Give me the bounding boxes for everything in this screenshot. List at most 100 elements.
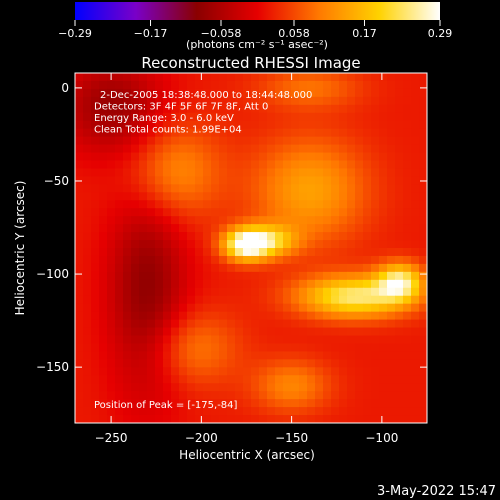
heatmap-cell (339, 359, 348, 368)
heatmap-cell (355, 208, 364, 217)
heatmap-cell (107, 104, 116, 114)
heatmap-cell (259, 287, 268, 297)
heatmap-cell (355, 359, 364, 368)
heatmap-cell (379, 200, 388, 209)
heatmap-cell (387, 80, 396, 90)
heatmap-cell (267, 104, 276, 114)
heatmap-cell (331, 351, 340, 360)
heatmap-cell (179, 335, 188, 345)
heatmap-cell (259, 359, 268, 368)
heatmap-cell (227, 144, 236, 154)
heatmap-cell (107, 271, 116, 281)
heatmap-cell (227, 359, 236, 368)
heatmap-cell (259, 200, 268, 209)
heatmap-cell (355, 295, 364, 305)
heatmap-cell (259, 319, 268, 329)
heatmap-cell (275, 200, 284, 209)
heatmap-cell (299, 327, 308, 337)
heatmap-cell (395, 271, 404, 281)
heatmap-cell (163, 88, 172, 98)
heatmap-cell (75, 407, 84, 416)
heatmap-cell (307, 216, 316, 225)
heatmap-cell (83, 208, 92, 217)
heatmap-cell (99, 343, 108, 352)
heatmap-cell (187, 263, 196, 273)
heatmap-cell (75, 399, 84, 408)
heatmap-cell (347, 327, 356, 337)
heatmap-cell (307, 120, 316, 130)
heatmap-cell (139, 383, 148, 392)
heatmap-cell (259, 263, 268, 273)
heatmap-cell (331, 128, 340, 138)
heatmap-cell (83, 407, 92, 416)
heatmap-cell (187, 271, 196, 281)
heatmap-cell (275, 287, 284, 297)
heatmap-cell (299, 112, 308, 122)
heatmap-cell (211, 375, 220, 384)
heatmap-cell (323, 136, 332, 146)
heatmap-cell (323, 128, 332, 138)
heatmap-cell (379, 255, 388, 265)
heatmap-cell (307, 208, 316, 217)
heatmap-cell (107, 263, 116, 273)
heatmap-cell (419, 319, 427, 329)
heatmap-cell (227, 136, 236, 146)
heatmap-cell (403, 335, 412, 345)
heatmap-cell (323, 327, 332, 337)
y-tick-label: −150 (36, 360, 69, 374)
heatmap-cell (363, 248, 372, 257)
heatmap-cell (275, 208, 284, 217)
heatmap-cell (91, 367, 100, 376)
heatmap-cell (267, 367, 276, 376)
heatmap-cell (211, 80, 220, 90)
colorbar-ticks: −0.29 −0.17 −0.058 0.058 0.17 0.29 (58, 20, 452, 40)
heatmap-cell (259, 391, 268, 400)
heatmap-cell (291, 319, 300, 329)
heatmap-cell (139, 232, 148, 241)
heatmap-cell (315, 176, 324, 185)
heatmap-cell (411, 232, 420, 241)
heatmap-cell (187, 144, 196, 154)
heatmap-cell (403, 383, 412, 392)
heatmap-cell (219, 391, 228, 400)
heatmap-cell (179, 263, 188, 273)
heatmap-cell (275, 73, 284, 82)
heatmap-cell (235, 208, 244, 217)
heatmap-cell (211, 263, 220, 273)
heatmap-cell (315, 343, 324, 352)
heatmap-cell (395, 168, 404, 177)
heatmap-cell (171, 415, 180, 423)
heatmap-cell (235, 287, 244, 297)
heatmap-cell (283, 104, 292, 114)
heatmap-cell (171, 200, 180, 209)
heatmap-cell (347, 160, 356, 170)
heatmap-cell (91, 240, 100, 249)
heatmap-cell (411, 295, 420, 305)
heatmap-cell (283, 128, 292, 138)
heatmap-cell (91, 112, 100, 122)
colorbar-tick-label: 0.29 (428, 27, 453, 40)
heatmap-cell (307, 152, 316, 162)
heatmap-cell (339, 287, 348, 297)
heatmap-cell (331, 295, 340, 305)
heatmap-cell (107, 224, 116, 233)
heatmap-cell (275, 248, 284, 257)
heatmap-cell (235, 80, 244, 90)
heatmap-cell (363, 375, 372, 384)
heatmap-cell (123, 399, 132, 408)
heatmap-cell (139, 136, 148, 146)
heatmap-cell (283, 399, 292, 408)
heatmap-cell (243, 383, 252, 392)
heatmap-cell (187, 88, 196, 98)
heatmap-cell (355, 216, 364, 225)
heatmap-cell (323, 295, 332, 305)
heatmap-cell (339, 88, 348, 98)
heatmap-cell (195, 232, 204, 241)
peak-position-label: Position of Peak = [-175,-84] (94, 400, 238, 411)
heatmap-cell (387, 104, 396, 114)
heatmap-cell (347, 255, 356, 265)
heatmap-cell (107, 351, 116, 360)
heatmap-cell (299, 263, 308, 273)
heatmap-cell (155, 263, 164, 273)
heatmap-cell (75, 232, 84, 241)
